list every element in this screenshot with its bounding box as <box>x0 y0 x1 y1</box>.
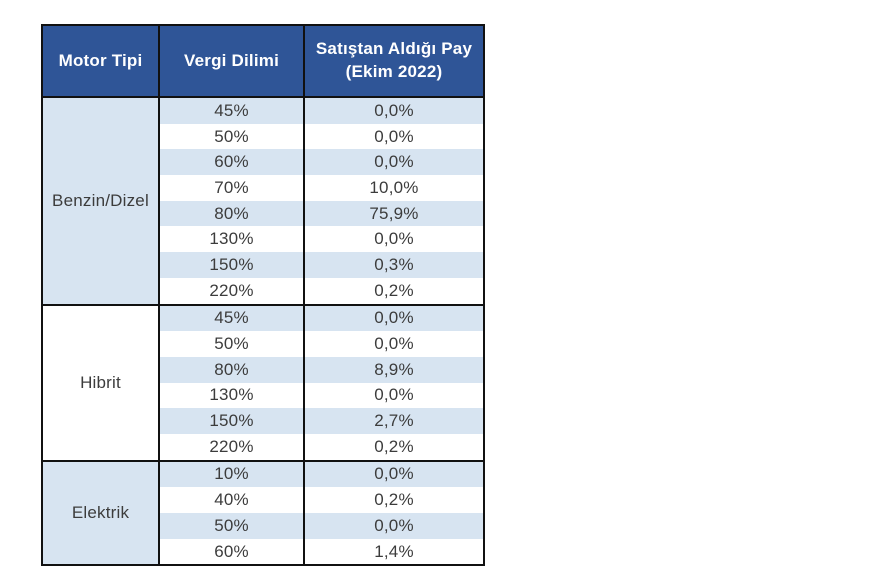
table-header-row: Motor Tipi Vergi Dilimi Satıştan Aldığı … <box>41 25 485 98</box>
motor-tax-share-table: Motor Tipi Vergi Dilimi Satıştan Aldığı … <box>41 24 485 567</box>
pay-cell: 0,0% <box>303 459 485 488</box>
motor-tipi-cell: Elektrik <box>41 459 160 566</box>
pay-cell: 10,0% <box>303 175 485 201</box>
pay-cell: 1,4% <box>303 538 485 566</box>
pay-cell: 0,0% <box>303 226 485 253</box>
pay-cell: 0,0% <box>303 123 485 150</box>
column-header-satistan-aldigi-pay: Satıştan Aldığı Pay (Ekim 2022) <box>303 25 485 98</box>
table-row: 40% 0,2% <box>42 487 485 513</box>
vergi-dilimi-cell: 40% <box>158 487 305 513</box>
table-row: 150% 0,3% <box>42 252 485 278</box>
vergi-dilimi-cell: 130% <box>158 382 305 409</box>
table-row: Hibrit 45% 0,0% <box>41 303 485 461</box>
vergi-dilimi-cell: 60% <box>158 149 305 176</box>
column-header-vergi-dilimi: Vergi Dilimi <box>158 25 305 98</box>
table-row: 150% 2,7% <box>42 408 485 434</box>
table-row: 80% 75,9% <box>42 200 485 227</box>
pay-cell: 0,0% <box>303 96 485 124</box>
vergi-dilimi-cell: 45% <box>158 96 305 124</box>
vergi-dilimi-cell: 150% <box>158 408 305 434</box>
vergi-dilimi-cell: 60% <box>158 538 305 566</box>
vergi-dilimi-cell: 220% <box>158 433 305 461</box>
vergi-dilimi-cell: 10% <box>158 459 305 488</box>
table-row: 130% 0,0% <box>42 226 485 253</box>
vergi-dilimi-cell: 70% <box>158 175 305 201</box>
table-row: 70% 10,0% <box>42 175 485 201</box>
vergi-dilimi-cell: 130% <box>158 226 305 253</box>
pay-cell: 2,7% <box>303 408 485 434</box>
vergi-dilimi-cell: 80% <box>158 356 305 383</box>
pay-cell: 0,2% <box>303 277 485 305</box>
pay-cell: 0,2% <box>303 433 485 461</box>
pay-cell: 0,3% <box>303 252 485 278</box>
table-row: 80% 8,9% <box>42 356 485 383</box>
column-header-satistan-aldigi-pay-label: Satıştan Aldığı Pay (Ekim 2022) <box>315 39 473 81</box>
motor-tipi-cell: Benzin/Dizel <box>41 96 160 305</box>
vergi-dilimi-cell: 50% <box>158 513 305 539</box>
pay-cell: 0,0% <box>303 513 485 539</box>
table-row: Benzin/Dizel 45% 0,0% <box>41 96 485 305</box>
table-row: 60% 1,4% <box>42 538 485 566</box>
motor-tipi-cell: Hibrit <box>41 303 160 461</box>
table-row: 220% 0,2% <box>42 433 485 461</box>
pay-cell: 0,0% <box>303 303 485 332</box>
vergi-dilimi-cell: 50% <box>158 331 305 357</box>
pay-cell: 0,0% <box>303 149 485 176</box>
table-row: 50% 0,0% <box>42 513 485 539</box>
vergi-dilimi-cell: 80% <box>158 200 305 227</box>
table-row: 220% 0,2% <box>42 277 485 305</box>
table-row: 50% 0,0% <box>42 331 485 357</box>
table-row: Elektrik 10% 0,0% <box>41 459 485 566</box>
vergi-dilimi-cell: 150% <box>158 252 305 278</box>
table-row: 50% 0,0% <box>42 123 485 150</box>
vergi-dilimi-cell: 45% <box>158 303 305 332</box>
pay-cell: 0,2% <box>303 487 485 513</box>
pay-cell: 0,0% <box>303 331 485 357</box>
table-body: Benzin/Dizel 45% 0,0% 50% 0,0% 60% 0,0% 70% 10,0… <box>41 96 485 566</box>
pay-cell: 8,9% <box>303 356 485 383</box>
pay-cell: 0,0% <box>303 382 485 409</box>
table-row: 130% 0,0% <box>42 382 485 409</box>
table-row: 60% 0,0% <box>42 149 485 176</box>
vergi-dilimi-cell: 220% <box>158 277 305 305</box>
column-header-motor-tipi: Motor Tipi <box>41 25 160 98</box>
vergi-dilimi-cell: 50% <box>158 123 305 150</box>
pay-cell: 75,9% <box>303 200 485 227</box>
